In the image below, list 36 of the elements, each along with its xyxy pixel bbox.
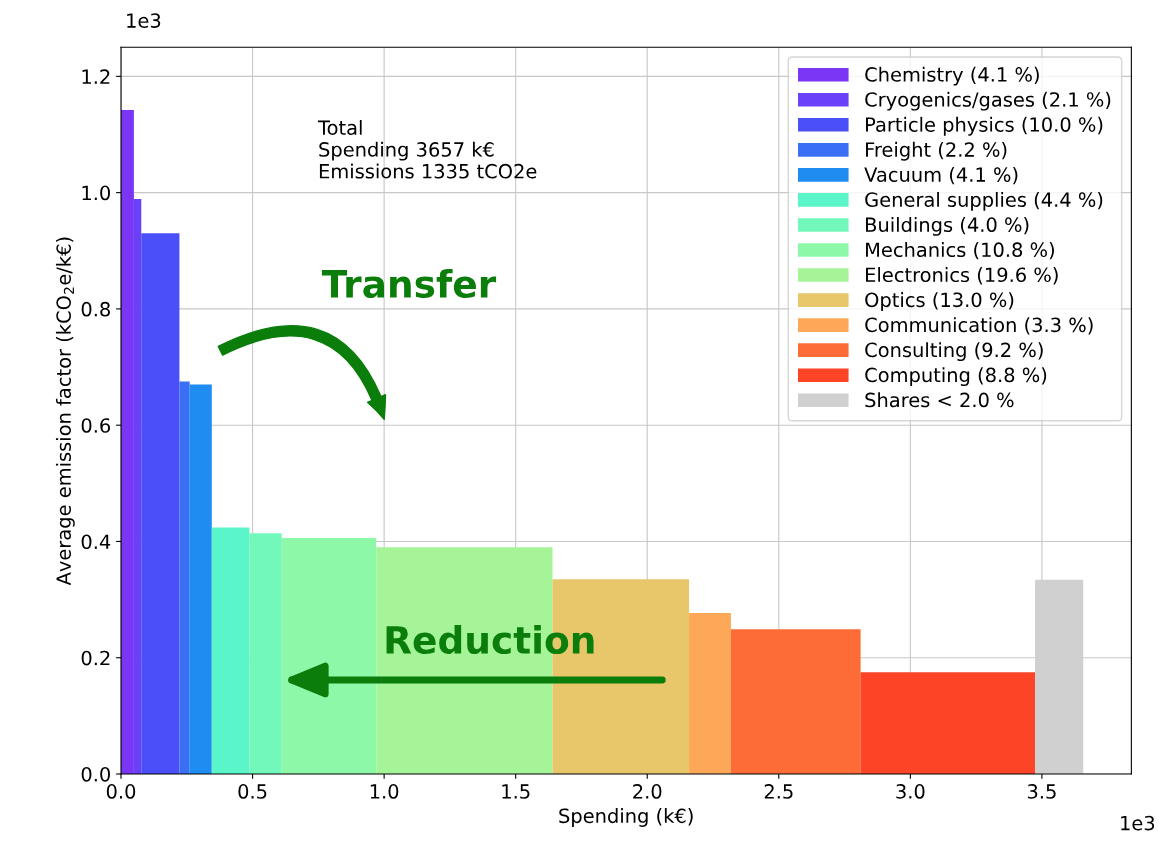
y-tick-label: 0.6 xyxy=(81,418,111,433)
legend-label: Optics (13.0 %) xyxy=(865,292,1014,311)
legend-label: Chemistry (4.1 %) xyxy=(865,66,1039,86)
text: 1e3 xyxy=(1121,815,1155,831)
x-tick-label: 0.0 xyxy=(106,784,136,799)
legend-label: Vacuum (4.1 %) xyxy=(864,166,1018,185)
legend-label: Buildings (4.0 %) xyxy=(866,216,1029,236)
x-tick-label: 3.5 xyxy=(1027,784,1056,799)
x-axis-title: Spending (k€) xyxy=(559,808,693,827)
y-tick-label: 0.2 xyxy=(81,650,110,666)
y-tick-label: 1.0 xyxy=(82,185,110,201)
legend-label: Computing (8.8 %) xyxy=(865,367,1047,387)
y-axis-title: Average emission factor (kCO$_{2}$e/k€) xyxy=(55,237,75,586)
legend-label: Electronics (19.6 %) xyxy=(866,267,1058,285)
legend-label: General supplies (4.4 %) xyxy=(865,191,1103,211)
x-tick-label: 3.0 xyxy=(896,784,925,799)
legend-label: Cryogenics/gases (2.1 %) xyxy=(865,91,1111,111)
legend-label: Shares < 2.0 % xyxy=(865,392,1014,408)
legend-label: Particle physics (10.0 %) xyxy=(866,116,1103,136)
x-tick-label: 0.5 xyxy=(238,784,267,799)
annotation: Transfer xyxy=(321,268,497,298)
legend-label: Mechanics (10.8 %) xyxy=(866,242,1054,260)
x-tick-label: 2.5 xyxy=(764,784,793,799)
x-tick-label: 1.0 xyxy=(370,784,399,799)
annotation: Reduction xyxy=(386,625,594,655)
legend-label: Consulting (9.2 %) xyxy=(865,342,1043,362)
y-tick-label: 0.8 xyxy=(81,301,110,317)
y-tick-label: 0.4 xyxy=(81,534,111,550)
annotation: Total Spending 3657 k€ Emissions 1335 tCO2e xyxy=(317,119,537,179)
legend-label: Freight (2.2 %) xyxy=(866,141,1007,161)
x-tick-label: 2.0 xyxy=(633,784,662,799)
y-tick-label: 1.2 xyxy=(82,69,110,84)
legend-label: Communication (3.3 %) xyxy=(865,317,1093,335)
y-tick-label: 0.0 xyxy=(81,766,110,782)
text: 1e3 xyxy=(127,13,161,28)
x-tick-label: 1.5 xyxy=(502,784,530,799)
